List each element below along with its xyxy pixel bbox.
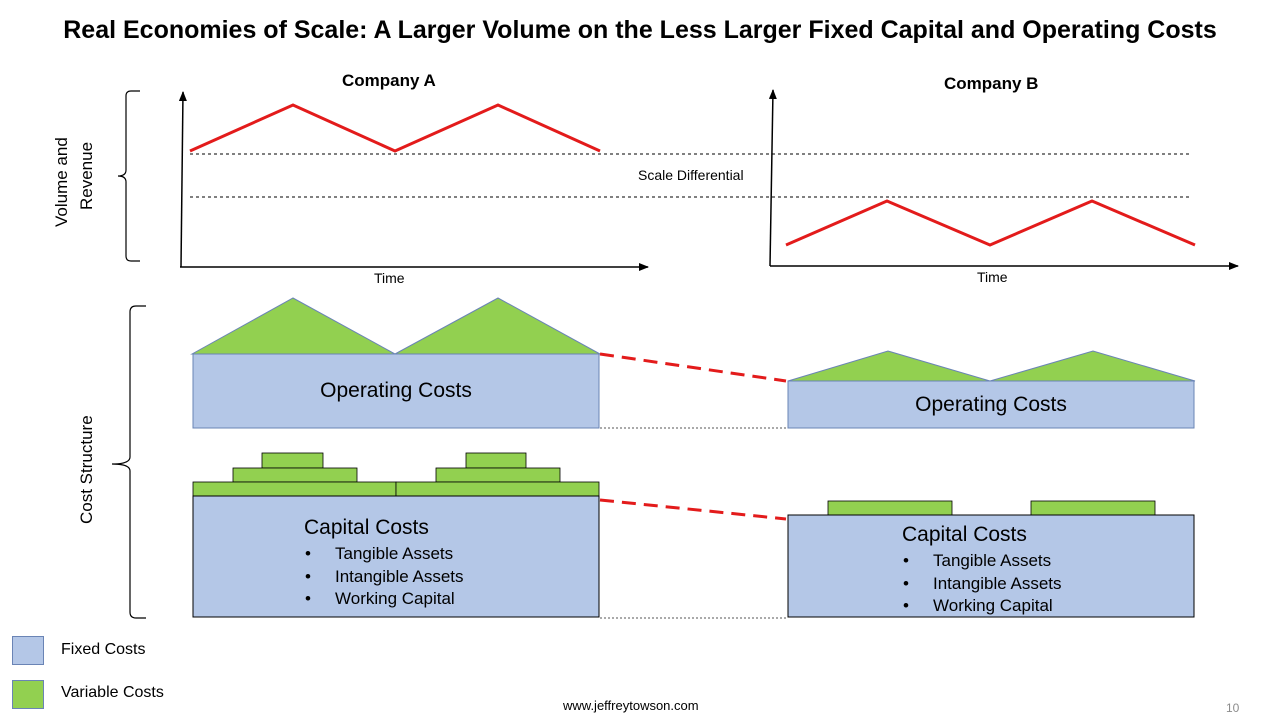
company-a-operating-costs-label: Operating Costs — [320, 379, 472, 402]
operating-costs-connector — [599, 352, 787, 383]
company-a-variable-operating-peaks — [190, 297, 601, 355]
company-b-x-axis-label: Time — [977, 269, 1008, 285]
company-a-x-axis-label: Time — [374, 270, 405, 286]
volume-and-revenue-label-line2: Revenue — [77, 141, 96, 210]
list-item: Working Capital — [903, 595, 1062, 618]
bracket-cost-structure — [111, 305, 146, 619]
list-item: Working Capital — [305, 588, 464, 611]
company-b-operating-costs-label: Operating Costs — [915, 393, 1067, 416]
legend-variable-swatch — [12, 680, 44, 709]
list-item: Intangible Assets — [305, 566, 464, 589]
bracket-volume-revenue — [117, 90, 140, 262]
legend-fixed-label: Fixed Costs — [61, 641, 146, 658]
company-a-variable-capital-block — [232, 467, 358, 483]
company-b-capital-costs-label: Capital Costs — [902, 523, 1027, 546]
company-a-operating-costs-box — [192, 353, 600, 429]
list-item: Intangible Assets — [903, 573, 1062, 596]
company-b-capital-items: Tangible Assets Intangible Assets Workin… — [903, 550, 1062, 618]
page-number: 10 — [1226, 701, 1240, 715]
company-b-variable-operating-peaks — [787, 350, 1196, 382]
company-a-capital-items: Tangible Assets Intangible Assets Workin… — [305, 543, 464, 611]
cost-structure-label: Cost Structure — [77, 415, 96, 524]
list-item: Tangible Assets — [903, 550, 1062, 573]
company-a-variable-capital-block — [192, 481, 397, 497]
legend-variable-label: Variable Costs — [61, 684, 164, 701]
list-item: Tangible Assets — [305, 543, 464, 566]
company-a-capital-costs-label: Capital Costs — [304, 516, 429, 539]
company-b-y-axis — [768, 89, 777, 267]
capital-costs-connector — [599, 498, 787, 521]
company-b-variable-capital-block — [827, 500, 953, 516]
company-b-variable-capital-block — [1030, 500, 1156, 516]
legend-fixed-swatch — [12, 636, 44, 665]
company-a-variable-capital-block — [465, 452, 527, 469]
company-b-volume-line — [785, 199, 1196, 247]
scale-differential-label: Scale Differential — [638, 167, 744, 183]
company-a-volume-line — [189, 103, 601, 153]
company-a-variable-capital-block — [261, 452, 324, 469]
company-a-y-axis — [178, 91, 187, 268]
company-b-label: Company B — [944, 74, 1039, 93]
volume-and-revenue-label-line1: Volume and — [52, 137, 71, 227]
company-b-operating-costs-box — [787, 380, 1195, 429]
company-a-variable-capital-block — [395, 481, 600, 497]
company-a-variable-capital-block — [435, 467, 561, 483]
company-a-label: Company A — [342, 71, 436, 90]
slide-title: Real Economies of Scale: A Larger Volume… — [63, 16, 1217, 44]
footer-url: www.jeffreytowson.com — [563, 698, 699, 713]
